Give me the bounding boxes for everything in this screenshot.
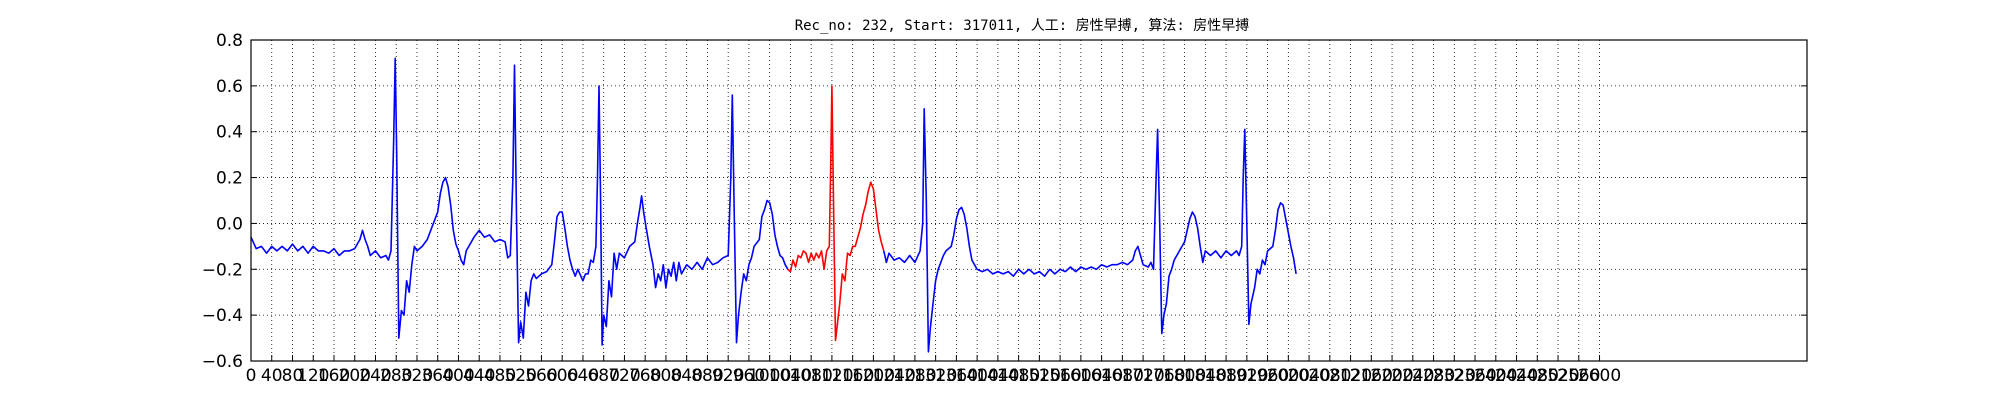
y-tick-label: 0.2 xyxy=(216,169,243,189)
plot-frame xyxy=(251,40,1807,361)
x-tick-label: 40 xyxy=(261,366,283,386)
grid xyxy=(251,40,1807,361)
y-tick-label: 0.8 xyxy=(216,31,243,51)
y-tick-label: 0.6 xyxy=(216,77,243,97)
series-line-1 xyxy=(251,58,788,345)
chart-title: Rec_no: 232, Start: 317011, 人工: 房性早搏, 算法… xyxy=(795,17,1250,34)
y-axis: −0.6 −0.4 −0.2 0.0 0.2 0.4 0.6 0.8 xyxy=(202,31,1807,372)
y-tick-label: −0.6 xyxy=(202,352,243,372)
series-layer xyxy=(251,58,1296,352)
x-tick-label: 0 xyxy=(246,366,257,386)
x-axis: 0 40 8012016020024028032036040044048052056… xyxy=(246,355,1622,386)
y-tick-label: −0.4 xyxy=(202,306,243,326)
y-tick-label: 0.0 xyxy=(216,214,243,234)
series-line-2 xyxy=(788,86,884,341)
x-tick-label: 2600 xyxy=(1578,366,1621,386)
series-line-3 xyxy=(884,109,1296,352)
y-tick-label: 0.4 xyxy=(216,123,243,143)
y-tick-label: −0.2 xyxy=(202,260,243,280)
